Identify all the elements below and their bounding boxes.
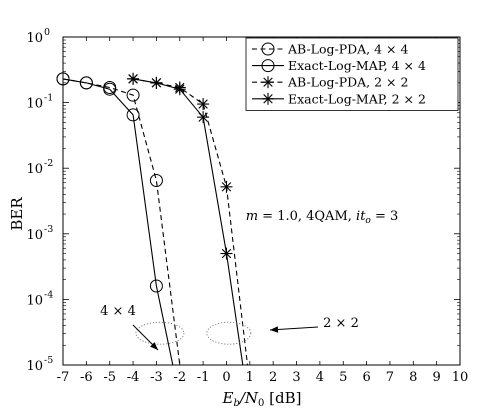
legend-label-0: AB-Log-PDA, 4 × 4 bbox=[287, 42, 409, 57]
star-stroke bbox=[221, 182, 232, 192]
x-tick-label: -3 bbox=[150, 370, 163, 385]
legend-label-3: Exact-Log-MAP, 2 × 2 bbox=[288, 91, 426, 106]
x-axis-label: Eb/N0 [dB] bbox=[221, 389, 301, 409]
x-tick-label: 8 bbox=[409, 370, 417, 385]
x-tick-label: 3 bbox=[292, 370, 300, 385]
x-tick-label: -1 bbox=[197, 370, 210, 385]
series-markers bbox=[56, 72, 233, 293]
series-2-point bbox=[220, 180, 233, 193]
series-3-point bbox=[173, 83, 186, 96]
x-tick-label: -5 bbox=[103, 370, 116, 385]
arrow-head bbox=[270, 326, 279, 333]
y-axis-label: BER bbox=[8, 197, 26, 231]
legend-label-2: AB-Log-PDA, 2 × 2 bbox=[287, 75, 408, 90]
series-0-point bbox=[149, 173, 163, 187]
star-stroke bbox=[198, 99, 208, 109]
y-tick-exponent: -2 bbox=[44, 158, 53, 169]
y-tick-exponent: -5 bbox=[44, 355, 53, 366]
x-tick-label: 9 bbox=[433, 370, 441, 385]
y-tick-label: 10 bbox=[26, 359, 43, 374]
star-stroke bbox=[263, 94, 273, 104]
x-tick-label: -2 bbox=[173, 370, 186, 385]
y-tick-label: 10 bbox=[26, 228, 43, 243]
series-2-point bbox=[197, 98, 210, 111]
series-line-1 bbox=[62, 78, 174, 366]
y-tick-label: 10 bbox=[26, 293, 43, 308]
y-tick-label: 10 bbox=[26, 31, 43, 46]
star-stroke bbox=[151, 78, 162, 88]
series-3-point bbox=[220, 247, 233, 260]
legend-label-1: Exact-Log-MAP, 4 × 4 bbox=[288, 58, 426, 73]
series-line-3 bbox=[133, 78, 244, 366]
axis-ticks bbox=[62, 36, 461, 366]
x-tick-label: 0 bbox=[222, 370, 230, 385]
plot-frame bbox=[62, 36, 461, 366]
parameter-annotation: m = 1.0, 4QAM, ito = 3 bbox=[246, 209, 399, 226]
arrow-4x4 bbox=[132, 324, 159, 351]
y-tick-exponent: -1 bbox=[44, 93, 53, 104]
series-3-point bbox=[197, 111, 210, 124]
legend-marker-3 bbox=[262, 92, 274, 105]
series-0-point bbox=[126, 88, 140, 102]
arrow-head bbox=[150, 342, 158, 350]
legend-marker-2 bbox=[262, 76, 274, 89]
ellipse-4x4 bbox=[135, 321, 185, 345]
x-tick-label: -6 bbox=[80, 370, 93, 385]
series-3-point bbox=[127, 72, 140, 85]
label-2x2: 2 × 2 bbox=[323, 316, 359, 331]
star-stroke bbox=[263, 77, 273, 87]
y-tick-exponent: 0 bbox=[44, 27, 50, 38]
annotation-arrows bbox=[132, 324, 319, 351]
star-stroke bbox=[175, 84, 185, 94]
legend-marker-1 bbox=[261, 59, 275, 73]
series-1-point bbox=[103, 82, 117, 96]
series-1-point bbox=[149, 279, 163, 293]
star-stroke bbox=[221, 248, 232, 259]
star-stroke bbox=[198, 112, 208, 122]
legend-marker-0 bbox=[261, 42, 275, 56]
series-1-point bbox=[79, 76, 93, 90]
region-ellipses bbox=[135, 321, 252, 345]
x-tick-label: 10 bbox=[452, 370, 469, 385]
y-tick-label: 10 bbox=[26, 97, 43, 112]
ellipse-2x2 bbox=[206, 321, 252, 345]
x-tick-label: 7 bbox=[386, 370, 394, 385]
label-4x4: 4 × 4 bbox=[100, 304, 136, 319]
y-tick-label: 10 bbox=[26, 162, 43, 177]
x-tick-label: 5 bbox=[339, 370, 347, 385]
x-tick-label: -4 bbox=[127, 370, 140, 385]
x-tick-label: 6 bbox=[362, 370, 370, 385]
star-stroke bbox=[128, 74, 138, 84]
series-1-point bbox=[126, 108, 140, 122]
series-lines bbox=[62, 78, 249, 366]
x-tick-label: 2 bbox=[269, 370, 277, 385]
x-tick-label: -7 bbox=[57, 370, 70, 385]
x-tick-label: 1 bbox=[246, 370, 254, 385]
y-tick-exponent: -4 bbox=[44, 289, 53, 300]
x-tick-labels: -7 -6 -5 -4 -3 -2 -1 0 1 2 3 4 5 6 7 8 9 10 bbox=[57, 370, 469, 385]
series-3-point bbox=[150, 76, 163, 89]
arrow-shaft bbox=[269, 326, 319, 331]
y-tick-exponent: -3 bbox=[44, 224, 53, 235]
x-tick-label: 4 bbox=[316, 370, 324, 385]
arrow-2x2 bbox=[269, 326, 319, 333]
